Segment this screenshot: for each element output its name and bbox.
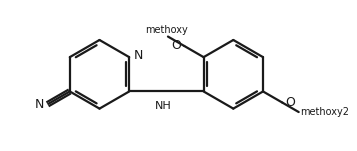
Text: NH: NH <box>155 101 171 111</box>
Text: O: O <box>172 40 182 53</box>
Text: O: O <box>285 96 295 109</box>
Text: methoxy2: methoxy2 <box>300 107 350 117</box>
Text: N: N <box>35 98 44 111</box>
Text: methoxy: methoxy <box>145 25 188 35</box>
Text: N: N <box>133 49 143 62</box>
